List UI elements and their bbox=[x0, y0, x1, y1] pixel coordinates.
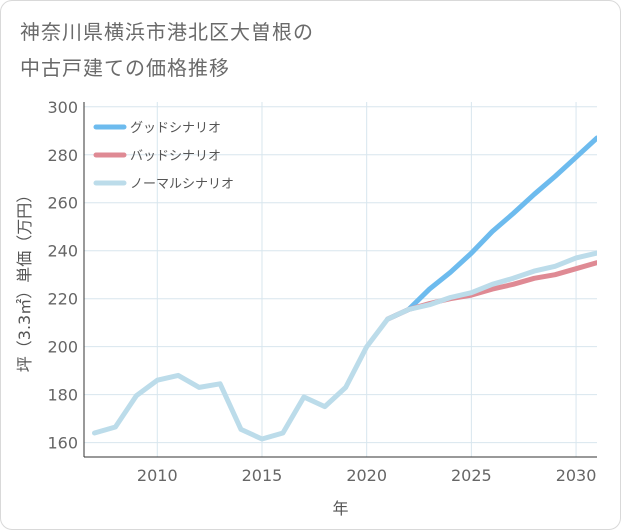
x-axis-label: 年 bbox=[332, 499, 348, 518]
y-tick-label: 280 bbox=[47, 146, 78, 165]
legend-label: ノーマルシナリオ bbox=[130, 177, 234, 192]
y-tick-label: 240 bbox=[47, 242, 78, 261]
x-tick-label: 2015 bbox=[242, 466, 283, 485]
legend-label: バッドシナリオ bbox=[130, 149, 221, 164]
tick-labels: 160 180 200 220 240 260 280 300 2010 2015 2020 2025… bbox=[47, 98, 596, 485]
y-tick-label: 220 bbox=[47, 290, 78, 309]
y-tick-label: 200 bbox=[47, 338, 78, 357]
series-lines bbox=[92, 135, 597, 442]
y-tick-label: 260 bbox=[47, 194, 78, 213]
legend-label: グッドシナリオ bbox=[130, 121, 221, 136]
x-tick-label: 2025 bbox=[451, 466, 492, 485]
y-tick-label: 160 bbox=[47, 434, 78, 453]
series-line-0 bbox=[385, 135, 597, 322]
series-line-2 bbox=[92, 250, 597, 442]
y-tick-label: 300 bbox=[47, 98, 78, 117]
x-tick-label: 2010 bbox=[137, 466, 178, 485]
x-tick-label: 2030 bbox=[556, 466, 597, 485]
y-axis-label: 坪（3.3㎡）単価（万円） bbox=[15, 187, 34, 372]
y-tick-label: 180 bbox=[47, 386, 78, 405]
chart-title: 神奈川県横浜市港北区大曽根の 中古戸建ての価格推移 bbox=[20, 20, 314, 80]
x-tick-label: 2020 bbox=[346, 466, 387, 485]
axes bbox=[83, 102, 597, 458]
